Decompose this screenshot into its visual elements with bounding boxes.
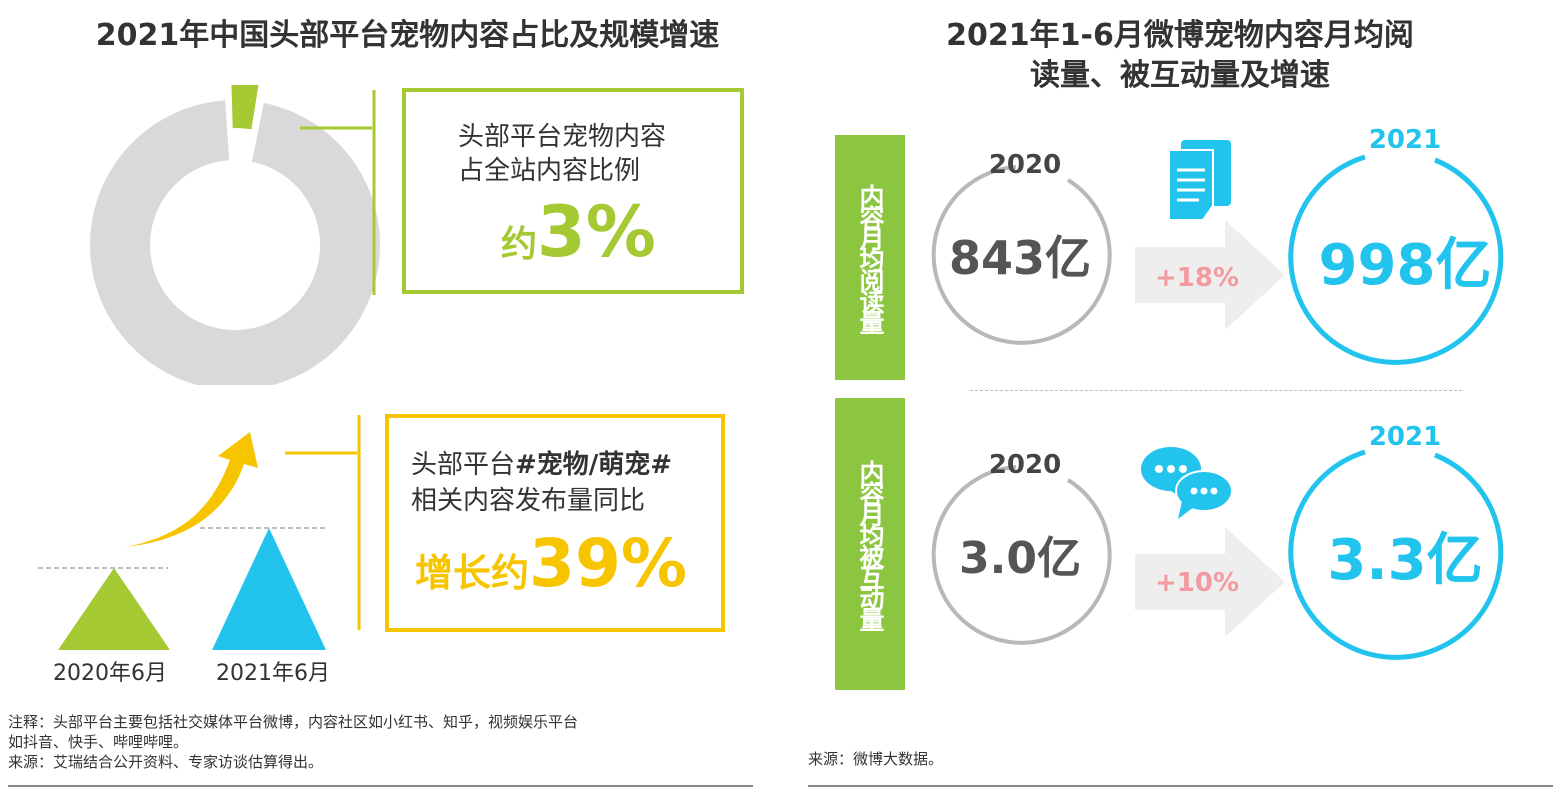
arrow-reads [1135, 220, 1285, 330]
growth-box-line1: 头部平台#宠物/萌宠# [411, 448, 672, 482]
share-box-value: 约3% [501, 192, 656, 272]
share-donut-chart [90, 85, 380, 385]
growth-box-line1-plain: 头部平台 [411, 450, 516, 480]
growth-box-line2: 相关内容发布量同比 [411, 486, 646, 516]
donut-share-slice [231, 85, 259, 130]
value-2020-reads: 843亿 [948, 231, 1092, 285]
growth-illustration [38, 432, 328, 650]
band-reads: 内容月均阅读量 [835, 135, 905, 380]
value-2021-reads: 998亿 [1318, 233, 1492, 298]
growth-box-value: 增长约39% [415, 524, 687, 604]
share-prefix: 约 [501, 224, 538, 265]
right-title-line2: 读量、被互动量及增速 [1030, 58, 1330, 93]
value-2020-interactions: 3.0亿 [959, 533, 1081, 584]
year-2020-reads: 2020 [988, 150, 1062, 180]
right-source: 来源：微博大数据。 [808, 750, 944, 768]
share-box-line1: 头部平台宠物内容 [458, 122, 667, 152]
left-title: 2021年中国头部平台宠物内容占比及规模增速 [95, 18, 720, 53]
growth-box: 头部平台#宠物/萌宠# 相关内容发布量同比 增长约39% [385, 414, 725, 632]
share-value: 3% [537, 191, 656, 273]
right-divider [808, 785, 1553, 787]
year-2021-interactions: 2021 [1368, 422, 1442, 452]
band-reads-label: 内容月均阅读量 [856, 184, 885, 331]
value-2021-interactions: 3.3亿 [1327, 528, 1483, 593]
row-divider [970, 390, 1462, 391]
circle-2020-reads [931, 165, 1112, 345]
donut-rest-slice [90, 100, 380, 385]
triangle-2021 [212, 528, 326, 650]
left-source: 来源：艾瑞结合公开资料、专家访谈估算得出。 [8, 753, 324, 771]
document-icon [1168, 140, 1231, 221]
growth-connector [285, 415, 361, 630]
label-2020: 2020年6月 [53, 661, 167, 686]
circle-2020-interactions [931, 465, 1112, 645]
circle-2021-reads [1288, 154, 1504, 365]
growth-interactions: +10% [1155, 568, 1240, 598]
growth-box-line1-bold: #宠物/萌宠# [515, 450, 673, 480]
share-connector [300, 90, 376, 295]
left-note-line2: 如抖音、快手、哔哩哔哩。 [8, 733, 189, 751]
year-2020-interactions: 2020 [988, 450, 1062, 480]
growth-reads: +18% [1155, 263, 1240, 293]
growth-prefix: 增长约 [415, 551, 530, 595]
left-note-line1: 注释：头部平台主要包括社交媒体平台微博，内容社区如小红书、知乎，视频娱乐平台 [8, 713, 579, 731]
chat-bubbles-icon [1141, 447, 1233, 519]
band-interactions-label: 内容月均被互动量 [856, 460, 885, 628]
growth-arrow-icon [125, 432, 258, 547]
right-title-line1: 2021年1-6月微博宠物内容月均阅 [946, 18, 1414, 53]
label-2021: 2021年6月 [216, 661, 330, 686]
left-divider [8, 785, 753, 787]
growth-value: 39% [529, 525, 687, 602]
share-box-line2: 占全站内容比例 [458, 156, 641, 186]
circle-2021-interactions [1288, 449, 1504, 660]
year-2021-reads: 2021 [1368, 125, 1442, 155]
share-box: 头部平台宠物内容 占全站内容比例 约3% [402, 88, 744, 294]
band-interactions: 内容月均被互动量 [835, 398, 905, 690]
triangle-2020 [58, 568, 170, 650]
arrow-interactions [1135, 527, 1285, 637]
